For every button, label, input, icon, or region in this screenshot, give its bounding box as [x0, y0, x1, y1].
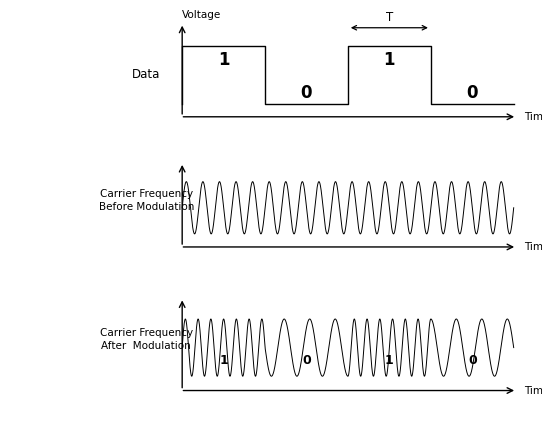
Text: T: T [386, 11, 393, 25]
Text: Voltage: Voltage [182, 9, 222, 19]
Text: Time: Time [524, 385, 542, 396]
Text: Carrier Frequency
Before Modulation: Carrier Frequency Before Modulation [99, 189, 194, 212]
Text: 1: 1 [384, 51, 395, 69]
Text: Data: Data [132, 68, 160, 81]
Text: 0: 0 [301, 84, 312, 102]
Text: 0: 0 [467, 84, 478, 102]
Text: Carrier Frequency
After  Modulation: Carrier Frequency After Modulation [100, 328, 193, 352]
Text: 0: 0 [302, 354, 311, 367]
Text: 1: 1 [220, 354, 228, 367]
Text: Time: Time [524, 112, 542, 122]
Text: 0: 0 [468, 354, 476, 367]
Text: 1: 1 [385, 354, 393, 367]
Text: 1: 1 [218, 51, 229, 69]
Text: Time: Time [524, 242, 542, 252]
